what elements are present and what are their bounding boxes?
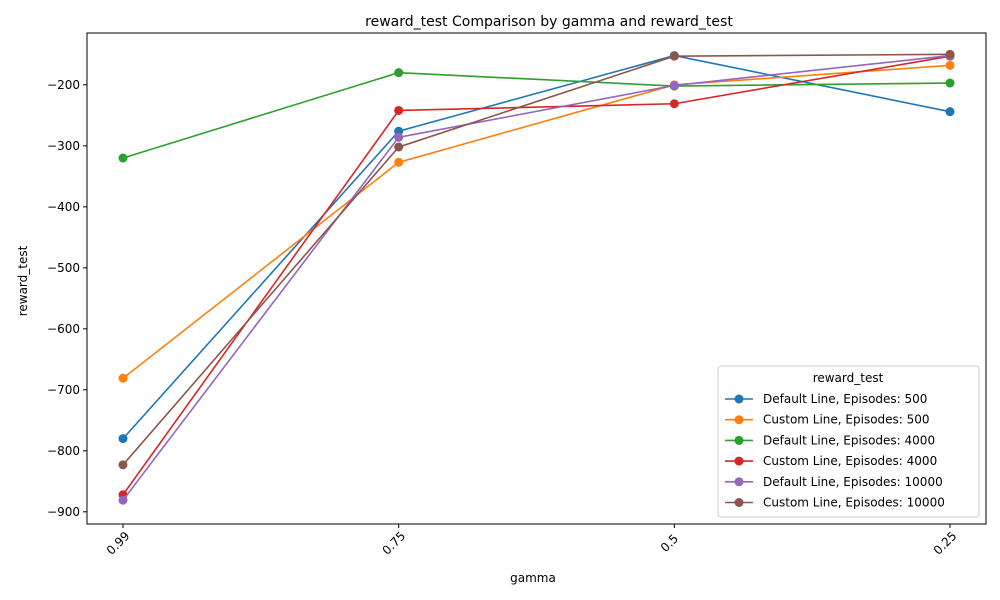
data-point (394, 157, 404, 167)
data-point (394, 132, 404, 142)
y-tick-label: −200 (47, 78, 80, 92)
legend-label: Custom Line, Episodes: 4000 (763, 454, 937, 468)
series-layer (118, 49, 955, 505)
data-point (945, 60, 955, 70)
series-line (122, 54, 951, 440)
data-point (394, 105, 404, 115)
data-point (118, 495, 128, 505)
legend-marker (734, 498, 744, 507)
x-tick-label: 0.5 (658, 531, 681, 554)
legend-item: Default Line, Episodes: 500 (725, 392, 927, 406)
legend-label: Custom Line, Episodes: 500 (763, 413, 930, 427)
y-axis: −900 −800 −700 −600 −500 −400 −300 −200 (47, 78, 87, 519)
data-point (118, 460, 128, 470)
data-point (945, 49, 955, 59)
data-point (118, 373, 128, 383)
data-point (945, 107, 955, 117)
series-line (122, 71, 951, 159)
legend-marker (734, 435, 744, 445)
legend-items: Default Line, Episodes: 500 Custom Line, … (725, 392, 945, 510)
x-axis: 0.99 0.75 0.5 0.25 (104, 524, 960, 558)
data-point (669, 99, 679, 109)
legend-item: Custom Line, Episodes: 10000 (725, 496, 945, 510)
y-tick-label: −500 (47, 261, 80, 275)
series-line (122, 54, 951, 501)
legend-label: Default Line, Episodes: 500 (763, 392, 927, 406)
legend-label: Default Line, Episodes: 10000 (763, 475, 943, 489)
x-tick-label: 0.75 (379, 529, 408, 558)
legend-marker (734, 415, 744, 425)
series-line (122, 53, 951, 466)
y-tick-label: −400 (47, 200, 80, 214)
y-axis-title: reward_test (16, 245, 30, 316)
legend-label: Default Line, Episodes: 4000 (763, 433, 935, 447)
series-6 (118, 49, 955, 470)
y-tick-label: −600 (47, 322, 80, 336)
legend-marker (734, 394, 744, 404)
data-point (669, 51, 679, 61)
legend-title: reward_test (813, 371, 884, 385)
data-point (394, 142, 404, 152)
series-line (122, 55, 951, 496)
y-tick-label: −300 (47, 139, 80, 153)
series-line (122, 64, 951, 379)
legend-box (717, 365, 980, 518)
data-point (669, 80, 679, 90)
data-point (394, 68, 404, 78)
legend-marker (734, 477, 744, 487)
y-tick-label: −800 (47, 444, 80, 458)
chart-title: reward_test Comparison by gamma and rewa… (365, 14, 733, 30)
data-point (118, 153, 128, 163)
legend-item: Default Line, Episodes: 4000 (725, 433, 935, 447)
legend-item: Default Line, Episodes: 10000 (725, 475, 943, 489)
x-axis-title: gamma (510, 571, 556, 585)
legend-item: Custom Line, Episodes: 500 (725, 413, 930, 427)
data-point (118, 434, 128, 444)
x-tick-label: 0.25 (931, 529, 960, 558)
legend-label: Custom Line, Episodes: 10000 (763, 496, 945, 510)
y-tick-label: −900 (47, 505, 80, 519)
y-tick-label: −700 (47, 383, 80, 397)
data-point (945, 78, 955, 88)
legend-item: Custom Line, Episodes: 4000 (725, 454, 937, 468)
legend-marker (734, 456, 744, 466)
legend: reward_test Default Line, Episodes: 500 C… (717, 365, 980, 518)
x-tick-label: 0.99 (104, 529, 133, 558)
